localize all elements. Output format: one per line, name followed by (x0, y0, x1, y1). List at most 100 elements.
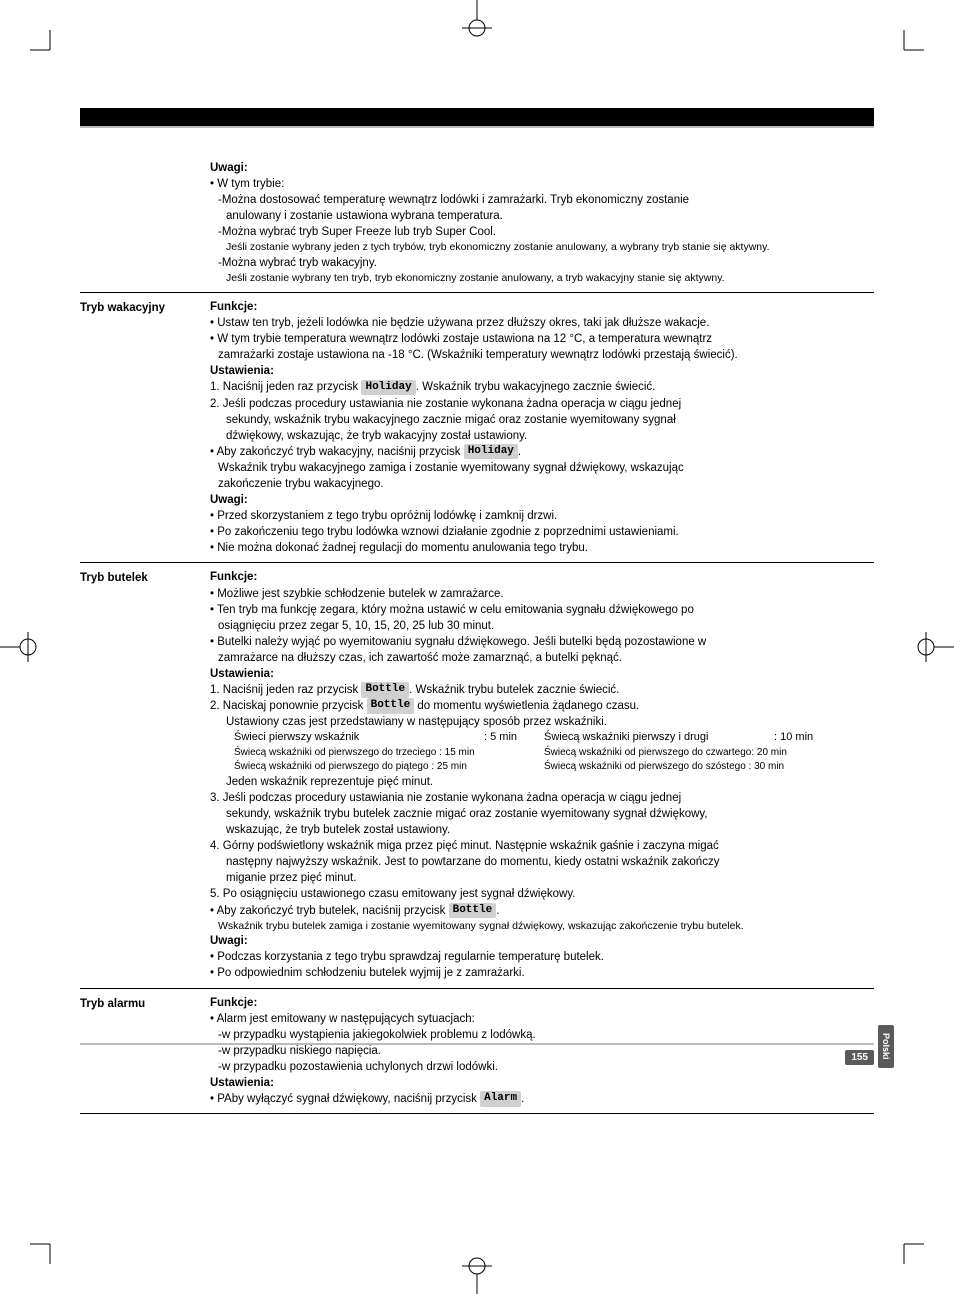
heading: Uwagi: (210, 160, 874, 176)
section-intro: Uwagi: • W tym trybie: -Można dostosować… (80, 160, 874, 293)
line: • W tym trybie: (210, 176, 874, 192)
line: • Ten tryb ma funkcję zegara, który możn… (210, 602, 874, 618)
line: 2. Naciskaj ponownie przycisk Bottle do … (210, 698, 874, 714)
cell: Świeci pierwszy wskaźnik (234, 730, 484, 745)
holiday-button-label: Holiday (464, 444, 518, 459)
heading: Funkcje: (210, 569, 874, 585)
line: zamrażarce na dłuższy czas, ich zawartoś… (210, 650, 874, 666)
bottle-button-label: Bottle (361, 682, 409, 697)
text: 2. Naciskaj ponownie przycisk (210, 700, 367, 712)
alarm-button-label: Alarm (480, 1091, 521, 1106)
text: . Wskaźnik trybu butelek zacznie świecić… (409, 684, 619, 696)
line: 1. Naciśnij jeden raz przycisk Bottle. W… (210, 682, 874, 698)
line: anulowany i zostanie ustawiona wybrana t… (210, 208, 874, 224)
line: sekundy, wskaźnik trybu wakacyjnego zacz… (210, 412, 874, 428)
content: Uwagi: • W tym trybie: -Można dostosować… (80, 160, 874, 1114)
heading: Funkcje: (210, 299, 874, 315)
text-alarm: Funkcje: • Alarm jest emitowany w następ… (210, 995, 874, 1108)
footer-line (80, 1043, 874, 1045)
line: • Nie można dokonać żadnej regulacji do … (210, 540, 874, 556)
line: -Można wybrać tryb Super Freeze lub tryb… (210, 224, 874, 240)
line: dźwiękowy, wskazując, że tryb wakacyjny … (210, 428, 874, 444)
timing-row: Świeci pierwszy wskaźnik : 5 min Świecą … (234, 730, 874, 745)
page-number: 155 (845, 1050, 874, 1065)
heading: Ustawienia: (210, 363, 874, 379)
line: • Przed skorzystaniem z tego trybu opróż… (210, 508, 874, 524)
line: • Alarm jest emitowany w następujących s… (210, 1011, 874, 1027)
timing-row: Świecą wskaźniki od pierwszego do piąteg… (234, 760, 874, 774)
line: -w przypadku pozostawienia uchylonych dr… (210, 1059, 874, 1075)
text: • Aby zakończyć tryb butelek, naciśnij p… (210, 905, 449, 917)
section-holiday: Tryb wakacyjny Funkcje: • Ustaw ten tryb… (80, 299, 874, 564)
text: • Aby zakończyć tryb wakacyjny, naciśnij… (210, 446, 464, 458)
line: wskazując, że tryb butelek został ustawi… (210, 822, 874, 838)
line: • Podczas korzystania z tego trybu spraw… (210, 949, 874, 965)
line: -Można dostosować temperaturę wewnątrz l… (210, 192, 874, 208)
text-holiday: Funkcje: • Ustaw ten tryb, jeżeli lodówk… (210, 299, 874, 557)
heading: Uwagi: (210, 492, 874, 508)
text-intro: Uwagi: • W tym trybie: -Można dostosować… (210, 160, 874, 286)
line: 1. Naciśnij jeden raz przycisk Holiday. … (210, 379, 874, 395)
line: • Po zakończeniu tego trybu lodówka wzno… (210, 524, 874, 540)
text: do momentu wyświetlenia żądanego czasu. (414, 700, 639, 712)
bottle-button-label: Bottle (449, 903, 497, 918)
cell: Świecą wskaźniki od pierwszego do szóste… (544, 760, 784, 774)
line: Wskaźnik trybu wakacyjnego zamiga i zost… (210, 460, 874, 476)
line: 2. Jeśli podczas procedury ustawiania ni… (210, 396, 874, 412)
cell: Świecą wskaźniki od pierwszego do piąteg… (234, 760, 544, 774)
header-line (80, 126, 874, 128)
line: Jeden wskaźnik reprezentuje pięć minut. (210, 774, 874, 790)
line: 3. Jeśli podczas procedury ustawiania ni… (210, 790, 874, 806)
label-empty (80, 160, 210, 286)
holiday-button-label: Holiday (361, 380, 415, 395)
cell: Świecą wskaźniki od pierwszego do trzeci… (234, 746, 544, 760)
language-tab: Polski (878, 1025, 894, 1068)
line: • W tym trybie temperatura wewnątrz lodó… (210, 331, 874, 347)
line: • Aby zakończyć tryb wakacyjny, naciśnij… (210, 444, 874, 460)
text: . (518, 446, 521, 458)
line: • Możliwe jest szybkie schłodzenie butel… (210, 586, 874, 602)
bottle-button-label: Bottle (367, 698, 415, 713)
heading: Funkcje: (210, 995, 874, 1011)
text-bottle: Funkcje: • Możliwe jest szybkie schłodze… (210, 569, 874, 981)
line: Ustawiony czas jest przedstawiany w nast… (210, 714, 874, 730)
line: • PAby wyłączyć sygnał dźwiękowy, naciśn… (210, 1091, 874, 1107)
cell: Świecą wskaźniki od pierwszego do czwart… (544, 746, 787, 760)
cell: Świecą wskaźniki pierwszy i drugi (544, 730, 774, 745)
line: -w przypadku niskiego napięcia. (210, 1043, 874, 1059)
text: 1. Naciśnij jeden raz przycisk (210, 684, 361, 696)
text: . (521, 1093, 524, 1105)
line: Jeśli zostanie wybrany ten tryb, tryb ek… (210, 271, 874, 286)
header-bar (80, 108, 874, 126)
line: sekundy, wskaźnik trybu butelek zacznie … (210, 806, 874, 822)
text: . (496, 905, 499, 917)
line: zakończenie trybu wakacyjnego. (210, 476, 874, 492)
heading: Ustawienia: (210, 666, 874, 682)
line: -Można wybrać tryb wakacyjny. (210, 255, 874, 271)
line: 5. Po osiągnięciu ustawionego czasu emit… (210, 886, 874, 902)
timing-table: Świeci pierwszy wskaźnik : 5 min Świecą … (210, 730, 874, 773)
line: Wskaźnik trybu butelek zamiga i zostanie… (210, 919, 874, 934)
text: . Wskaźnik trybu wakacyjnego zacznie świ… (416, 381, 656, 393)
label-alarm: Tryb alarmu (80, 995, 210, 1108)
line: następny najwyższy wskaźnik. Jest to pow… (210, 854, 874, 870)
cell: : 10 min (774, 730, 813, 745)
line: zamrażarki zostaje ustawiona na -18 °C. … (210, 347, 874, 363)
manual-page: Uwagi: • W tym trybie: -Można dostosować… (0, 0, 954, 1160)
line: • Po odpowiednim schłodzeniu butelek wyj… (210, 965, 874, 981)
line: miganie przez pięć minut. (210, 870, 874, 886)
section-alarm: Tryb alarmu Funkcje: • Alarm jest emitow… (80, 995, 874, 1115)
text: 1. Naciśnij jeden raz przycisk (210, 381, 361, 393)
line: • Ustaw ten tryb, jeżeli lodówka nie będ… (210, 315, 874, 331)
heading: Uwagi: (210, 933, 874, 949)
line: -w przypadku wystąpienia jakiegokolwiek … (210, 1027, 874, 1043)
line: • Aby zakończyć tryb butelek, naciśnij p… (210, 903, 874, 919)
line: osiągnięciu przez zegar 5, 10, 15, 20, 2… (210, 618, 874, 634)
text: • PAby wyłączyć sygnał dźwiękowy, naciśn… (210, 1093, 480, 1105)
label-bottle: Tryb butelek (80, 569, 210, 981)
heading: Ustawienia: (210, 1075, 874, 1091)
section-bottle: Tryb butelek Funkcje: • Możliwe jest szy… (80, 569, 874, 988)
line: 4. Górny podświetlony wskaźnik miga prze… (210, 838, 874, 854)
cell: : 5 min (484, 730, 544, 745)
line: • Butelki należy wyjąć po wyemitowaniu s… (210, 634, 874, 650)
